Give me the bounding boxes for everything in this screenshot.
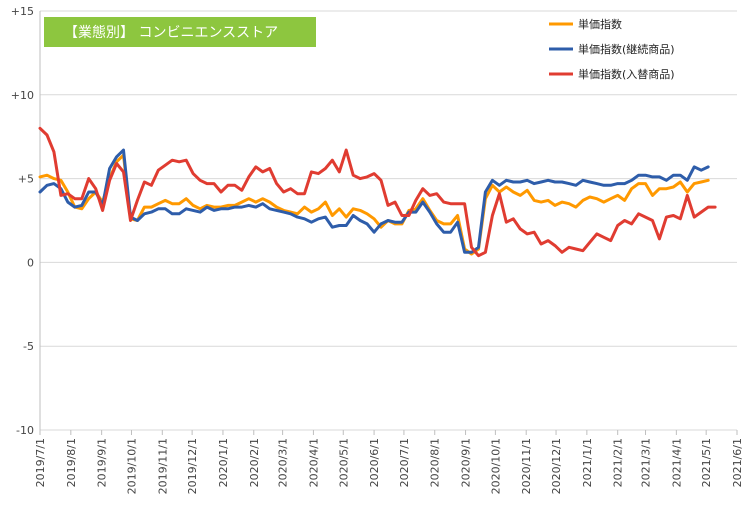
series-lines: [38, 126, 717, 258]
x-tick-label: 2021/2/1: [612, 438, 625, 487]
series-単価指数(入替商品): [38, 126, 717, 258]
legend-label: 単価指数: [578, 17, 622, 31]
x-tick-label: 2020/11/1: [520, 438, 533, 494]
y-tick-label: -5: [23, 340, 34, 353]
x-tick-label: 2019/11/1: [156, 438, 169, 494]
y-tick-label: +5: [18, 173, 34, 186]
x-axis: 2019/7/1 2019/8/1 2019/9/1 2019/10/1 2019/11…: [34, 11, 742, 494]
series-line: [38, 148, 710, 254]
x-tick-label: 2021/1/1: [581, 438, 594, 487]
x-tick-label: 2020/7/1: [398, 438, 411, 487]
x-tick-label: 2021/6/1: [731, 438, 742, 487]
x-tick-label: 2020/12/1: [550, 438, 563, 494]
grid-lines: [40, 10, 737, 431]
y-tick-label: -10: [16, 424, 34, 437]
chart-title: 【業態別】 コンビニエンスストア: [64, 25, 278, 41]
x-tick-label: 2021/5/1: [700, 438, 713, 487]
x-tick-label: 2020/10/1: [489, 438, 502, 494]
y-tick-label: +15: [11, 5, 34, 18]
x-tick-label: 2021/4/1: [670, 438, 683, 487]
x-tick-label: 2019/10/1: [125, 438, 138, 494]
x-tick-label: 2019/12/1: [186, 438, 199, 494]
chart-title-box: 【業態別】 コンビニエンスストア: [44, 17, 316, 47]
legend-label: 単価指数(継続商品): [578, 42, 675, 56]
series-line: [38, 126, 717, 258]
series-line: [38, 153, 710, 256]
x-tick-label: 2020/3/1: [277, 438, 290, 487]
series-単価指数(継続商品): [38, 148, 710, 254]
x-tick-label: 2020/6/1: [368, 438, 381, 487]
y-tick-label: +10: [11, 89, 34, 102]
x-tick-label: 2020/2/1: [248, 438, 261, 487]
x-tick-label: 2020/1/1: [217, 438, 230, 487]
x-tick-label: 2020/8/1: [429, 438, 442, 487]
series-単価指数: [38, 153, 710, 256]
x-tick-label: 2019/8/1: [65, 438, 78, 487]
y-tick-label: 0: [27, 256, 34, 269]
legend-label: 単価指数(入替商品): [578, 67, 675, 81]
x-tick-label: 2021/3/1: [640, 438, 653, 487]
x-tick-label: 2020/4/1: [307, 438, 320, 487]
x-tick-label: 2019/9/1: [96, 438, 109, 487]
x-tick-label: 2020/9/1: [460, 438, 473, 487]
x-tick-label: 2019/7/1: [34, 438, 47, 487]
title-background: [44, 17, 316, 47]
y-axis: +15 +10 +5 0 -5 -10: [11, 5, 34, 437]
x-tick-label: 2020/5/1: [337, 438, 350, 487]
